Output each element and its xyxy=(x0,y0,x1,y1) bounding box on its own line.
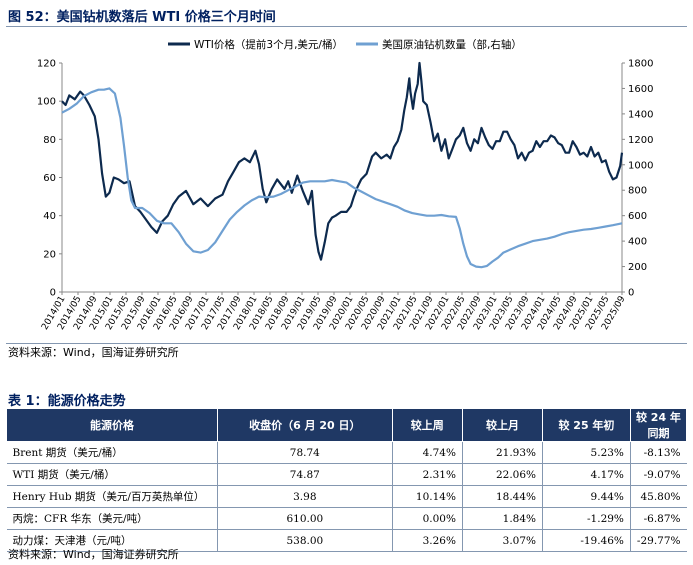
y-right-tick-label: 800 xyxy=(628,186,647,197)
y-left-tick-label: 120 xyxy=(37,59,56,70)
figure-bottom-rule xyxy=(6,343,687,344)
y-left-tick-label: 20 xyxy=(43,249,56,260)
chart: WTI价格（提前3个月,美元/桶） 美国原油钻机数量（部,右轴） 0 20 40 60… xyxy=(37,38,654,332)
cell: 4.74% xyxy=(391,441,463,464)
y-right-tick-label: 200 xyxy=(628,262,647,273)
cell: 610.00 xyxy=(217,507,393,530)
title-rule xyxy=(6,26,687,27)
cell: WTI 期货（美元/桶） xyxy=(6,463,218,486)
cell: 4.17% xyxy=(542,463,631,486)
cell: 动力煤：天津港（元/吨） xyxy=(6,529,218,552)
cell: 3.26% xyxy=(391,529,463,552)
y-left-tick-label: 80 xyxy=(43,135,56,146)
cell: 18.44% xyxy=(461,485,543,508)
table-row: Brent 期货（美元/桶） 78.74 4.74% 21.93% 5.23% … xyxy=(6,441,687,464)
cell: 10.14% xyxy=(391,485,463,508)
y-right-tick-label: 0 xyxy=(628,288,634,299)
cell: 9.44% xyxy=(542,485,631,508)
legend-label-wti: WTI价格（提前3个月,美元/桶） xyxy=(194,38,343,51)
table-row: WTI 期货（美元/桶） 74.87 2.31% 22.06% 4.17% -9… xyxy=(6,463,687,486)
cell: -9.07% xyxy=(629,463,687,486)
cell: -6.87% xyxy=(629,507,687,530)
y-left-tick-label: 60 xyxy=(43,173,56,184)
cell: 丙烷：CFR 华东（美元/吨） xyxy=(6,507,218,530)
col-header: 收盘价（6 月 20 日） xyxy=(217,408,393,442)
cell: 0.00% xyxy=(391,507,463,530)
table-header-row: 能源价格 收盘价（6 月 20 日） 较上周 较上月 较 25 年初 较 24 … xyxy=(5,408,688,442)
cell: 5.23% xyxy=(542,441,631,464)
col-header: 较 24 年同期 xyxy=(629,408,688,442)
y-left-tick-label: 40 xyxy=(43,211,56,222)
cell: -19.46% xyxy=(542,529,631,552)
cell: 538.00 xyxy=(217,529,393,552)
cell: 78.74 xyxy=(217,441,393,464)
cell: 3.98 xyxy=(217,485,393,508)
col-header: 能源价格 xyxy=(5,408,219,442)
cell: -1.29% xyxy=(542,507,631,530)
cell: 45.80% xyxy=(629,485,687,508)
col-header: 较 25 年初 xyxy=(542,408,631,442)
series-line-rig-count xyxy=(61,87,623,269)
legend-label-rigs: 美国原油钻机数量（部,右轴） xyxy=(382,38,522,51)
col-header: 较上月 xyxy=(461,408,544,442)
series-line-wti xyxy=(61,61,624,261)
y-right-tick-label: 1000 xyxy=(628,160,653,171)
y-right-tick-label: 1400 xyxy=(628,109,653,120)
cell: Brent 期货（美元/桶） xyxy=(6,441,218,464)
col-header: 较上周 xyxy=(391,408,463,442)
table-source: 资料来源：Wind，国海证券研究所 xyxy=(8,548,179,561)
cell: 3.07% xyxy=(461,529,543,552)
y-right-tick-label: 1200 xyxy=(628,135,653,146)
figure-source: 资料来源：Wind，国海证券研究所 xyxy=(8,346,179,359)
cell: -29.77% xyxy=(629,529,687,552)
cell: Henry Hub 期货（美元/百万英热单位） xyxy=(6,485,218,508)
y-right-tick-label: 1800 xyxy=(628,59,653,70)
cell: 2.31% xyxy=(391,463,463,486)
table-title: 表 1：能源价格走势 xyxy=(8,394,126,409)
y-left-tick-label: 100 xyxy=(37,97,56,108)
table-row: 丙烷：CFR 华东（美元/吨） 610.00 0.00% 1.84% -1.29… xyxy=(6,507,687,530)
cell: 1.84% xyxy=(461,507,543,530)
cell: 21.93% xyxy=(461,441,543,464)
y-left-tick-label: 0 xyxy=(50,288,56,299)
y-right-tick-label: 600 xyxy=(628,211,647,222)
energy-price-table: 能源价格 收盘价（6 月 20 日） 较上周 较上月 较 25 年初 较 24 … xyxy=(5,408,688,552)
table-row: 动力煤：天津港（元/吨） 538.00 3.26% 3.07% -19.46% … xyxy=(6,529,687,552)
cell: 74.87 xyxy=(217,463,393,486)
table-row: Henry Hub 期货（美元/百万英热单位） 3.98 10.14% 18.4… xyxy=(6,485,687,508)
y-right-tick-label: 400 xyxy=(628,237,647,248)
figure-title: 图 52：美国钻机数落后 WTI 价格三个月时间 xyxy=(8,10,276,25)
cell: -8.13% xyxy=(629,441,687,464)
y-right-tick-label: 1600 xyxy=(628,84,653,95)
cell: 22.06% xyxy=(461,463,543,486)
chart-legend: WTI价格（提前3个月,美元/桶） 美国原油钻机数量（部,右轴） xyxy=(168,38,522,51)
